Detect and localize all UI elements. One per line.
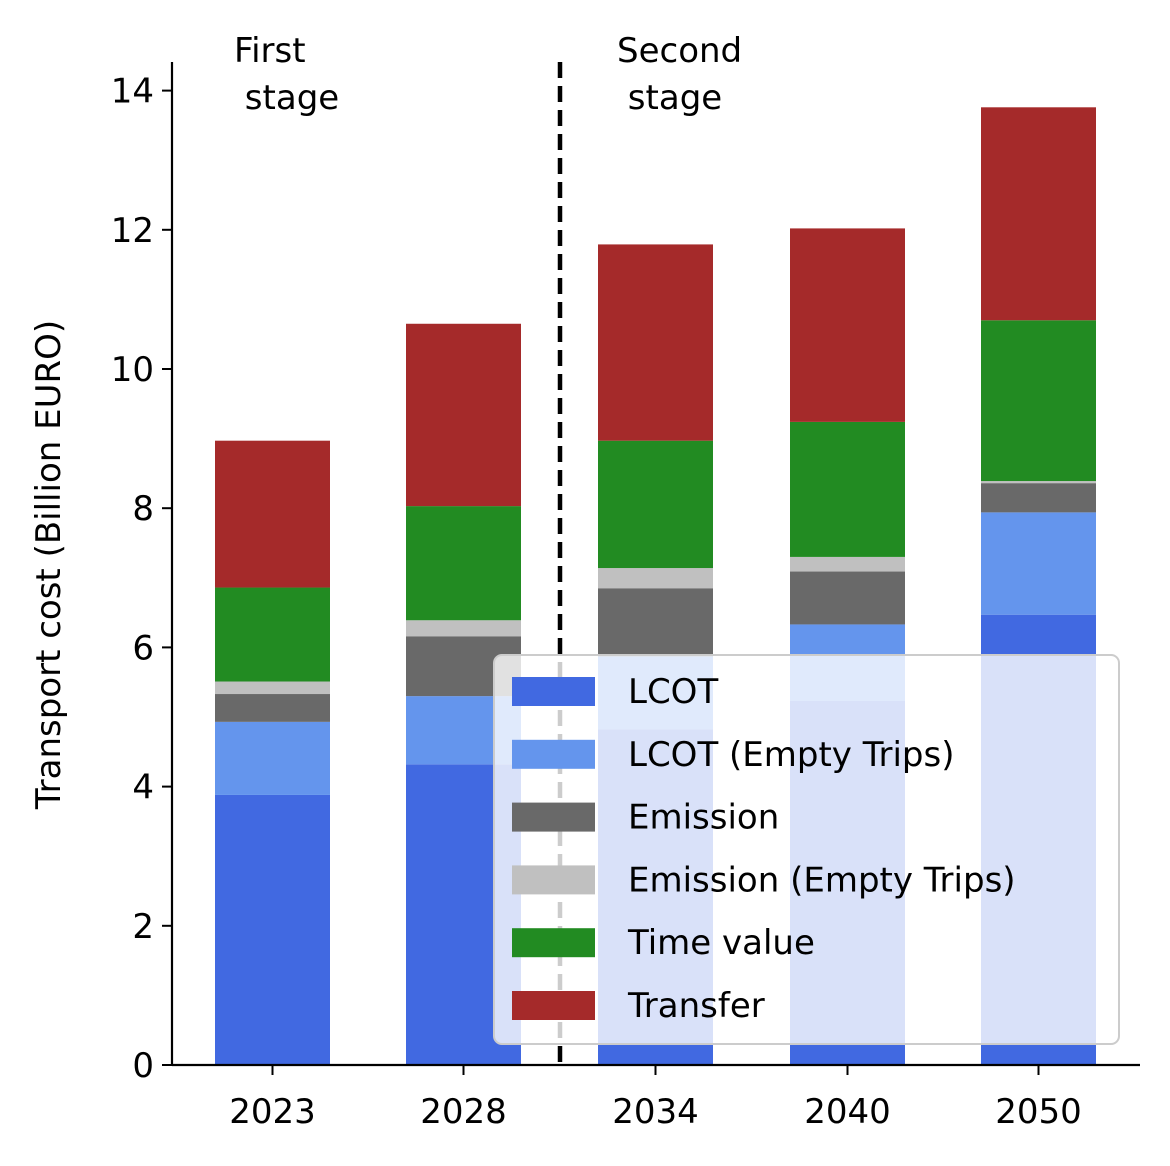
x-tick-label-2040: 2040	[804, 1092, 891, 1132]
bar-2050-seg-3	[981, 481, 1096, 484]
stage-annotation-2: Second stage	[617, 31, 742, 118]
legend-swatch-4	[512, 928, 595, 958]
y-tick-label-14: 14	[111, 72, 154, 112]
legend-label-2: Emission	[628, 798, 779, 838]
bar-2023-seg-0	[215, 794, 330, 1065]
legend-swatch-0	[512, 677, 595, 706]
legend-label-4: Time value	[627, 923, 815, 963]
legend-swatch-5	[512, 991, 595, 1020]
y-tick-label-10: 10	[111, 350, 154, 390]
legend: LCOT LCOT (Empty Trips) Emission Emission (…	[493, 654, 1120, 1045]
bar-2023-seg-1	[215, 721, 330, 795]
bar-2023-seg-5	[215, 440, 330, 588]
y-tick-label-2: 2	[132, 907, 154, 947]
x-tick-label-2023: 2023	[229, 1092, 316, 1132]
y-tick-label-4: 4	[132, 768, 154, 808]
bar-2034-seg-2	[598, 588, 713, 657]
bar-2028-seg-4	[406, 506, 521, 621]
bar-2050-seg-2	[981, 483, 1096, 513]
y-tick-label-6: 6	[132, 628, 154, 668]
y-tick-label-12: 12	[111, 211, 154, 251]
y-axis-label: Transport cost (Billion EURO)	[29, 320, 69, 810]
legend-swatch-2	[512, 802, 595, 832]
legend-label-0: LCOT	[628, 672, 718, 712]
legend-box	[493, 654, 1120, 1045]
legend-label-3: Emission (Empty Trips)	[628, 860, 1016, 900]
bar-2040-seg-3	[790, 556, 905, 572]
legend-swatch-1	[512, 739, 595, 769]
x-tick-label-2028: 2028	[420, 1092, 507, 1132]
x-tick-label-2050: 2050	[995, 1092, 1082, 1132]
y-tick-label-8: 8	[132, 489, 154, 529]
bar-2040-seg-5	[790, 228, 905, 422]
bar-2040-seg-2	[790, 571, 905, 625]
bar-2028-seg-5	[406, 323, 521, 507]
axes-layer: 0 2 4 6 8 10 12 14 2023 2028 2034 2040 2050 Transport…	[29, 62, 1140, 1132]
legend-label-5: Transfer	[627, 986, 765, 1026]
bar-2034-seg-5	[598, 244, 713, 441]
bar-2023-seg-4	[215, 587, 330, 682]
bar-2040-seg-4	[790, 421, 905, 557]
bar-2023-seg-3	[215, 681, 330, 695]
bar-2050-seg-1	[981, 512, 1096, 615]
annotations-layer: First stage Second stage	[234, 31, 742, 118]
legend-swatch-3	[512, 865, 595, 895]
y-tick-label-0: 0	[132, 1046, 154, 1086]
legend-label-1: LCOT (Empty Trips)	[628, 735, 955, 775]
bar-2034-seg-4	[598, 440, 713, 569]
x-tick-label-2034: 2034	[612, 1092, 699, 1132]
bar-2050-seg-5	[981, 107, 1096, 321]
bar-2023-seg-2	[215, 694, 330, 722]
bar-2050-seg-4	[981, 320, 1096, 482]
bar-2034-seg-3	[598, 568, 713, 589]
stage-annotation-1: First stage	[234, 31, 339, 118]
bar-2028-seg-3	[406, 620, 521, 637]
